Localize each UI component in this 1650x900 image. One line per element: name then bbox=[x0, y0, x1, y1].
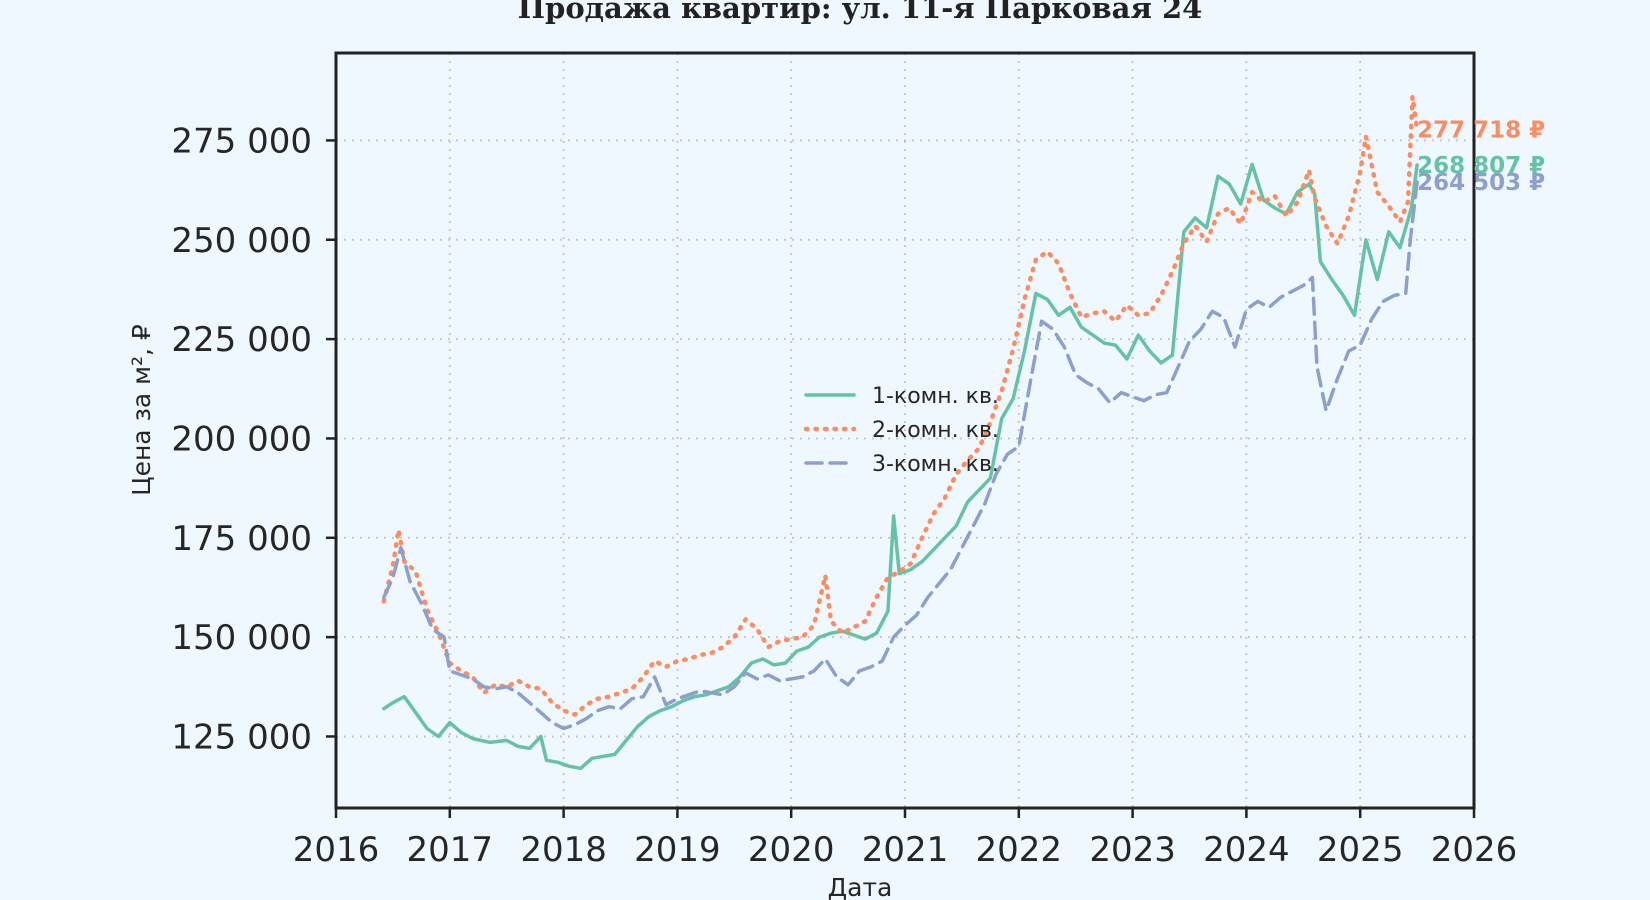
grid-lines bbox=[336, 53, 1474, 808]
x-tick-label: 2026 bbox=[1431, 830, 1518, 870]
x-axis-ticks: 2016 2017 2018 2019 2020 2021 2022 2023 2024 2025… bbox=[293, 808, 1518, 870]
legend-label-3: 3-комн. кв. bbox=[872, 452, 999, 477]
series-line-3 bbox=[382, 180, 1419, 731]
y-tick-label: 125 000 bbox=[171, 717, 312, 757]
x-tick-label: 2016 bbox=[293, 830, 380, 870]
end-value-label-2: 277 718 ₽ bbox=[1417, 118, 1545, 144]
legend-label-1: 1-комн. кв. bbox=[872, 384, 999, 409]
x-tick-label: 2021 bbox=[862, 830, 949, 870]
series-end-labels: 268 807 ₽ 277 718 ₽ 264 503 ₽ bbox=[1417, 118, 1545, 197]
x-tick-label: 2019 bbox=[634, 830, 721, 870]
x-tick-label: 2018 bbox=[520, 830, 607, 870]
series-line-2 bbox=[381, 94, 1420, 717]
y-tick-label: 275 000 bbox=[171, 121, 312, 161]
legend-label-2: 2-комн. кв. bbox=[872, 418, 999, 443]
x-tick-label: 2017 bbox=[407, 830, 494, 870]
y-axis-label: Цена за м², ₽ bbox=[127, 324, 156, 496]
y-tick-label: 225 000 bbox=[171, 320, 312, 360]
y-axis-ticks: 125 000 150 000 175 000 200 000 225 000 250 0… bbox=[171, 121, 336, 757]
x-axis-label: Дата bbox=[828, 873, 893, 900]
x-tick-label: 2020 bbox=[748, 830, 835, 870]
y-tick-label: 175 000 bbox=[171, 519, 312, 559]
x-tick-label: 2024 bbox=[1203, 830, 1290, 870]
series-line-1 bbox=[382, 162, 1419, 771]
x-tick-label: 2023 bbox=[1089, 830, 1176, 870]
x-tick-label: 2022 bbox=[976, 830, 1063, 870]
series-lines bbox=[381, 94, 1420, 771]
x-tick-label: 2025 bbox=[1317, 830, 1404, 870]
end-value-label-1: 268 807 ₽ bbox=[1417, 153, 1545, 179]
y-tick-label: 150 000 bbox=[171, 618, 312, 658]
chart-title: Продажа квартир: ул. 11-я Парковая 24 bbox=[518, 0, 1203, 25]
y-tick-label: 250 000 bbox=[171, 221, 312, 261]
y-tick-label: 200 000 bbox=[171, 419, 312, 459]
legend: 1-комн. кв. 2-комн. кв. 3-комн. кв. bbox=[803, 384, 999, 477]
end-value-label-3: 264 503 ₽ bbox=[1417, 170, 1545, 196]
